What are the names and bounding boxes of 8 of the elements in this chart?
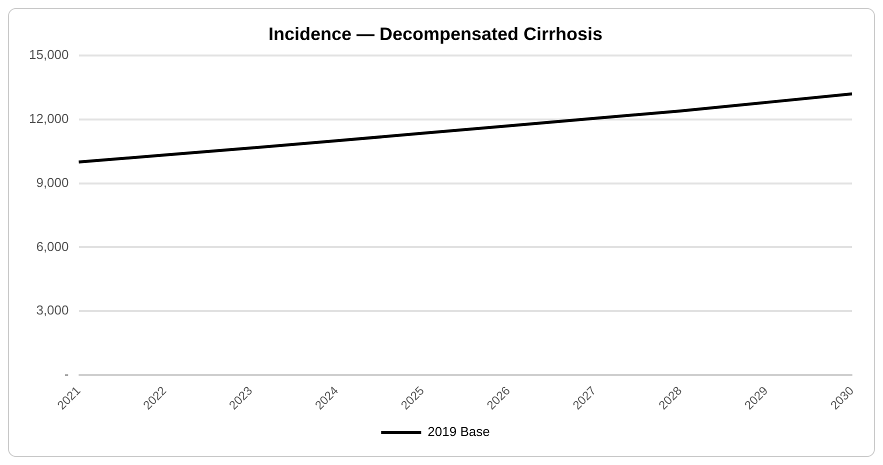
- legend-label: 2019 Base: [428, 424, 490, 440]
- chart-title: Incidence — Decompensated Cirrhosis: [268, 24, 603, 44]
- y-tick-label: 12,000: [28, 111, 69, 126]
- y-tick-label: 3,000: [36, 302, 69, 318]
- y-tick-label: 15,000: [28, 47, 69, 62]
- y-tick-label: 9,000: [36, 174, 69, 190]
- y-tick-label: -: [64, 366, 69, 382]
- y-tick-label: 6,000: [36, 238, 69, 254]
